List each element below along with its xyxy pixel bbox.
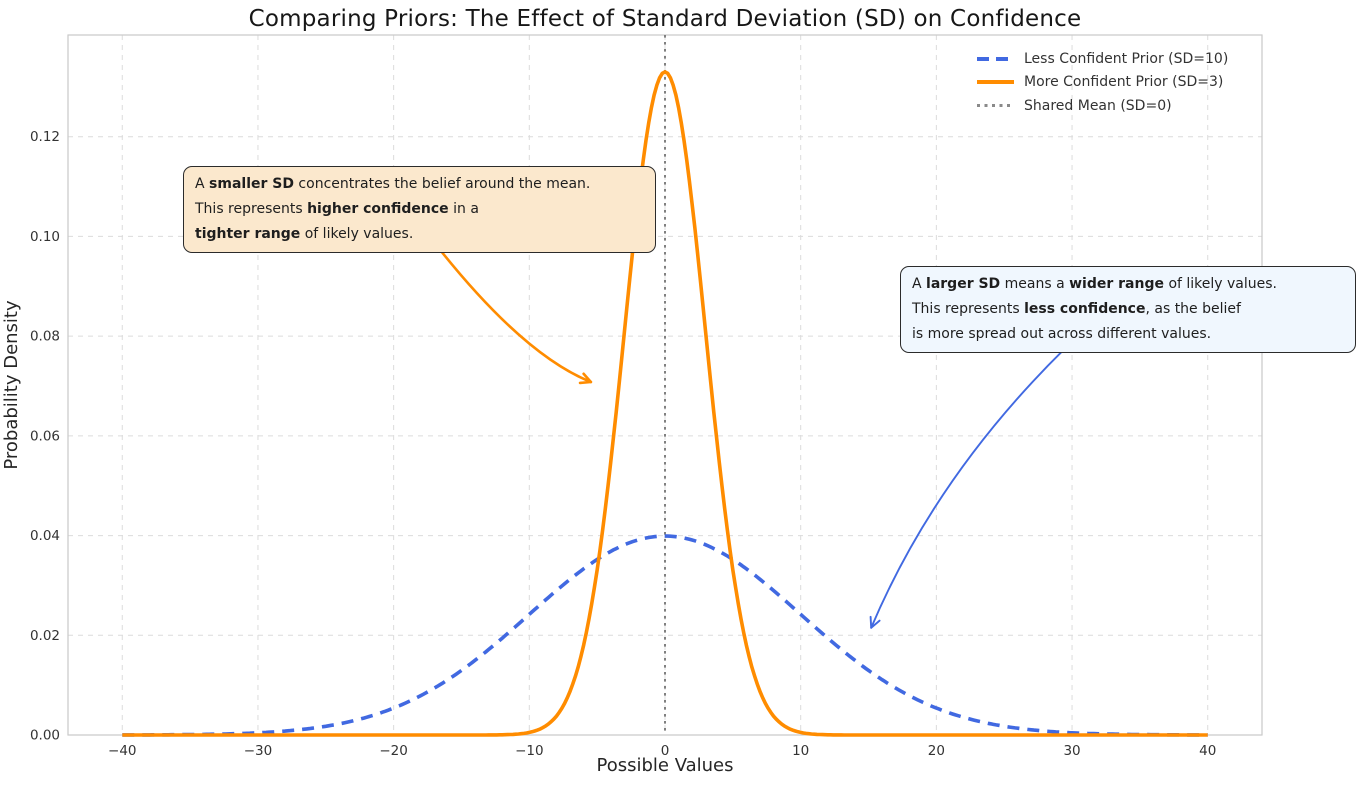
- legend-label: Shared Mean (SD=0): [1024, 97, 1172, 114]
- x-tick-label: 20: [928, 743, 945, 759]
- annotation-line: This represents higher confidence in a: [195, 200, 479, 217]
- y-tick-label: 0.12: [30, 129, 60, 145]
- legend-item-shared-mean: Shared Mean (SD=0): [977, 94, 1228, 118]
- x-tick-label: 0: [661, 743, 670, 759]
- annotation-larger-sd: A larger SD means a wider range of likel…: [900, 266, 1356, 353]
- x-tick-label: −40: [108, 743, 137, 759]
- legend-item-more-confident: More Confident Prior (SD=3): [977, 71, 1228, 95]
- x-axis-label: Possible Values: [596, 755, 734, 776]
- dashed-line-swatch: [977, 56, 1014, 61]
- legend-label: Less Confident Prior (SD=10): [1024, 50, 1229, 67]
- legend-item-less-confident: Less Confident Prior (SD=10): [977, 47, 1228, 71]
- annotation-line: A larger SD means a wider range of likel…: [912, 276, 1278, 292]
- legend-label: More Confident Prior (SD=3): [1024, 74, 1224, 91]
- annotation-arrowhead: [578, 372, 593, 385]
- x-tick-label: −10: [515, 743, 544, 759]
- y-tick-label: 0.02: [30, 628, 60, 644]
- x-tick-label: 40: [1199, 743, 1216, 759]
- curve-sd3: [122, 69, 1208, 737]
- annotation-arrow: [441, 251, 593, 384]
- annotation-smaller-sd: A smaller SD concentrates the belief aro…: [183, 166, 656, 253]
- y-tick-label: 0.08: [30, 329, 60, 345]
- legend: Less Confident Prior (SD=10) More Confid…: [977, 47, 1228, 118]
- y-tick-label: 0.06: [30, 428, 60, 444]
- annotation-line: This represents less confidence, as the …: [912, 300, 1241, 317]
- solid-line-swatch: [977, 80, 1014, 85]
- y-axis-label: Probability Density: [1, 300, 22, 470]
- x-tick-label: 10: [792, 743, 809, 759]
- y-tick-label: 0.10: [30, 229, 60, 245]
- chart-title: Comparing Priors: The Effect of Standard…: [248, 6, 1082, 32]
- y-tick-label: 0.04: [30, 528, 60, 544]
- dotted-line-swatch: [977, 104, 1014, 108]
- annotation-arrowhead: [869, 615, 881, 629]
- x-tick-label: −20: [379, 743, 408, 759]
- annotation-arrow: [870, 348, 1065, 629]
- y-tick-label: 0.00: [30, 728, 60, 744]
- x-tick-label: −30: [244, 743, 273, 759]
- curve-sd10: [122, 534, 1208, 737]
- annotation-line: tighter range of likely values.: [195, 225, 414, 242]
- annotation-line: A smaller SD concentrates the belief aro…: [195, 176, 591, 192]
- annotation-line: is more spread out across different valu…: [912, 325, 1212, 342]
- x-tick-label: 30: [1063, 743, 1080, 759]
